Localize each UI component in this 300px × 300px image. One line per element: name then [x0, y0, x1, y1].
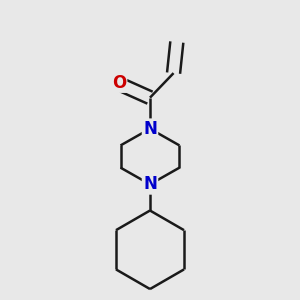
- Text: N: N: [143, 176, 157, 194]
- Text: O: O: [112, 74, 126, 92]
- Text: N: N: [143, 120, 157, 138]
